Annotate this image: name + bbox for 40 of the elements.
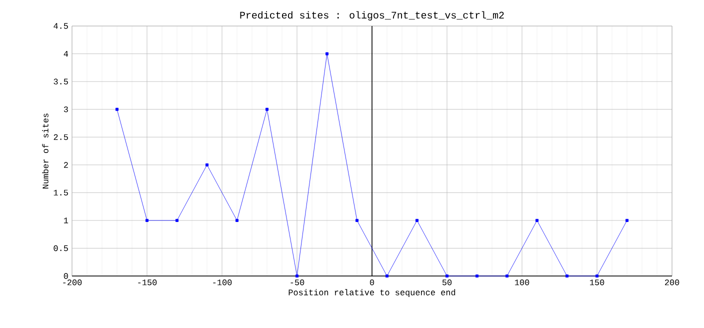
point — [566, 274, 568, 278]
point — [116, 108, 118, 111]
point — [416, 218, 418, 222]
x-tick-label: -150 — [138, 280, 157, 286]
point — [206, 163, 208, 166]
y-tick-label: 2.5 — [54, 134, 68, 140]
chart-title: Predicted sites : oligos_7nt_test_vs_ctrl_m2 — [240, 11, 504, 20]
y-tick-label: 4.5 — [54, 23, 68, 29]
point — [626, 218, 628, 222]
y-tick-label: 4 — [64, 50, 68, 57]
point — [446, 274, 448, 278]
point — [536, 218, 538, 222]
point — [476, 274, 478, 278]
y-tick-label: 3 — [64, 106, 68, 112]
y-tick-label: 1.5 — [54, 190, 68, 196]
y-axis-title: Number of sites — [42, 114, 48, 188]
y-tick-label: 1 — [64, 218, 68, 224]
point — [356, 218, 358, 222]
x-tick-label: 0 — [370, 280, 374, 286]
y-tick-label: 0 — [64, 273, 68, 279]
x-tick-label: 50 — [442, 280, 452, 286]
point — [236, 218, 238, 222]
x-tick-label: -50 — [290, 280, 304, 286]
point — [326, 52, 328, 56]
x-tick-label: 100 — [514, 280, 530, 286]
x-axis-title: Position relative to sequence end — [288, 289, 456, 297]
y-tick-label: 2 — [64, 162, 68, 168]
point — [506, 274, 508, 278]
point — [176, 218, 178, 222]
y-tick-label: 0.5 — [54, 245, 68, 252]
x-tick-label: 150 — [590, 280, 604, 286]
point — [386, 274, 388, 278]
y-tick-label: 3.5 — [54, 78, 68, 84]
point — [146, 218, 148, 222]
x-tick-label: -200 — [63, 280, 82, 286]
x-tick-label: 200 — [664, 280, 680, 286]
point — [266, 108, 268, 111]
point — [596, 274, 598, 278]
point — [296, 274, 298, 278]
x-tick-label: -100 — [213, 280, 232, 286]
